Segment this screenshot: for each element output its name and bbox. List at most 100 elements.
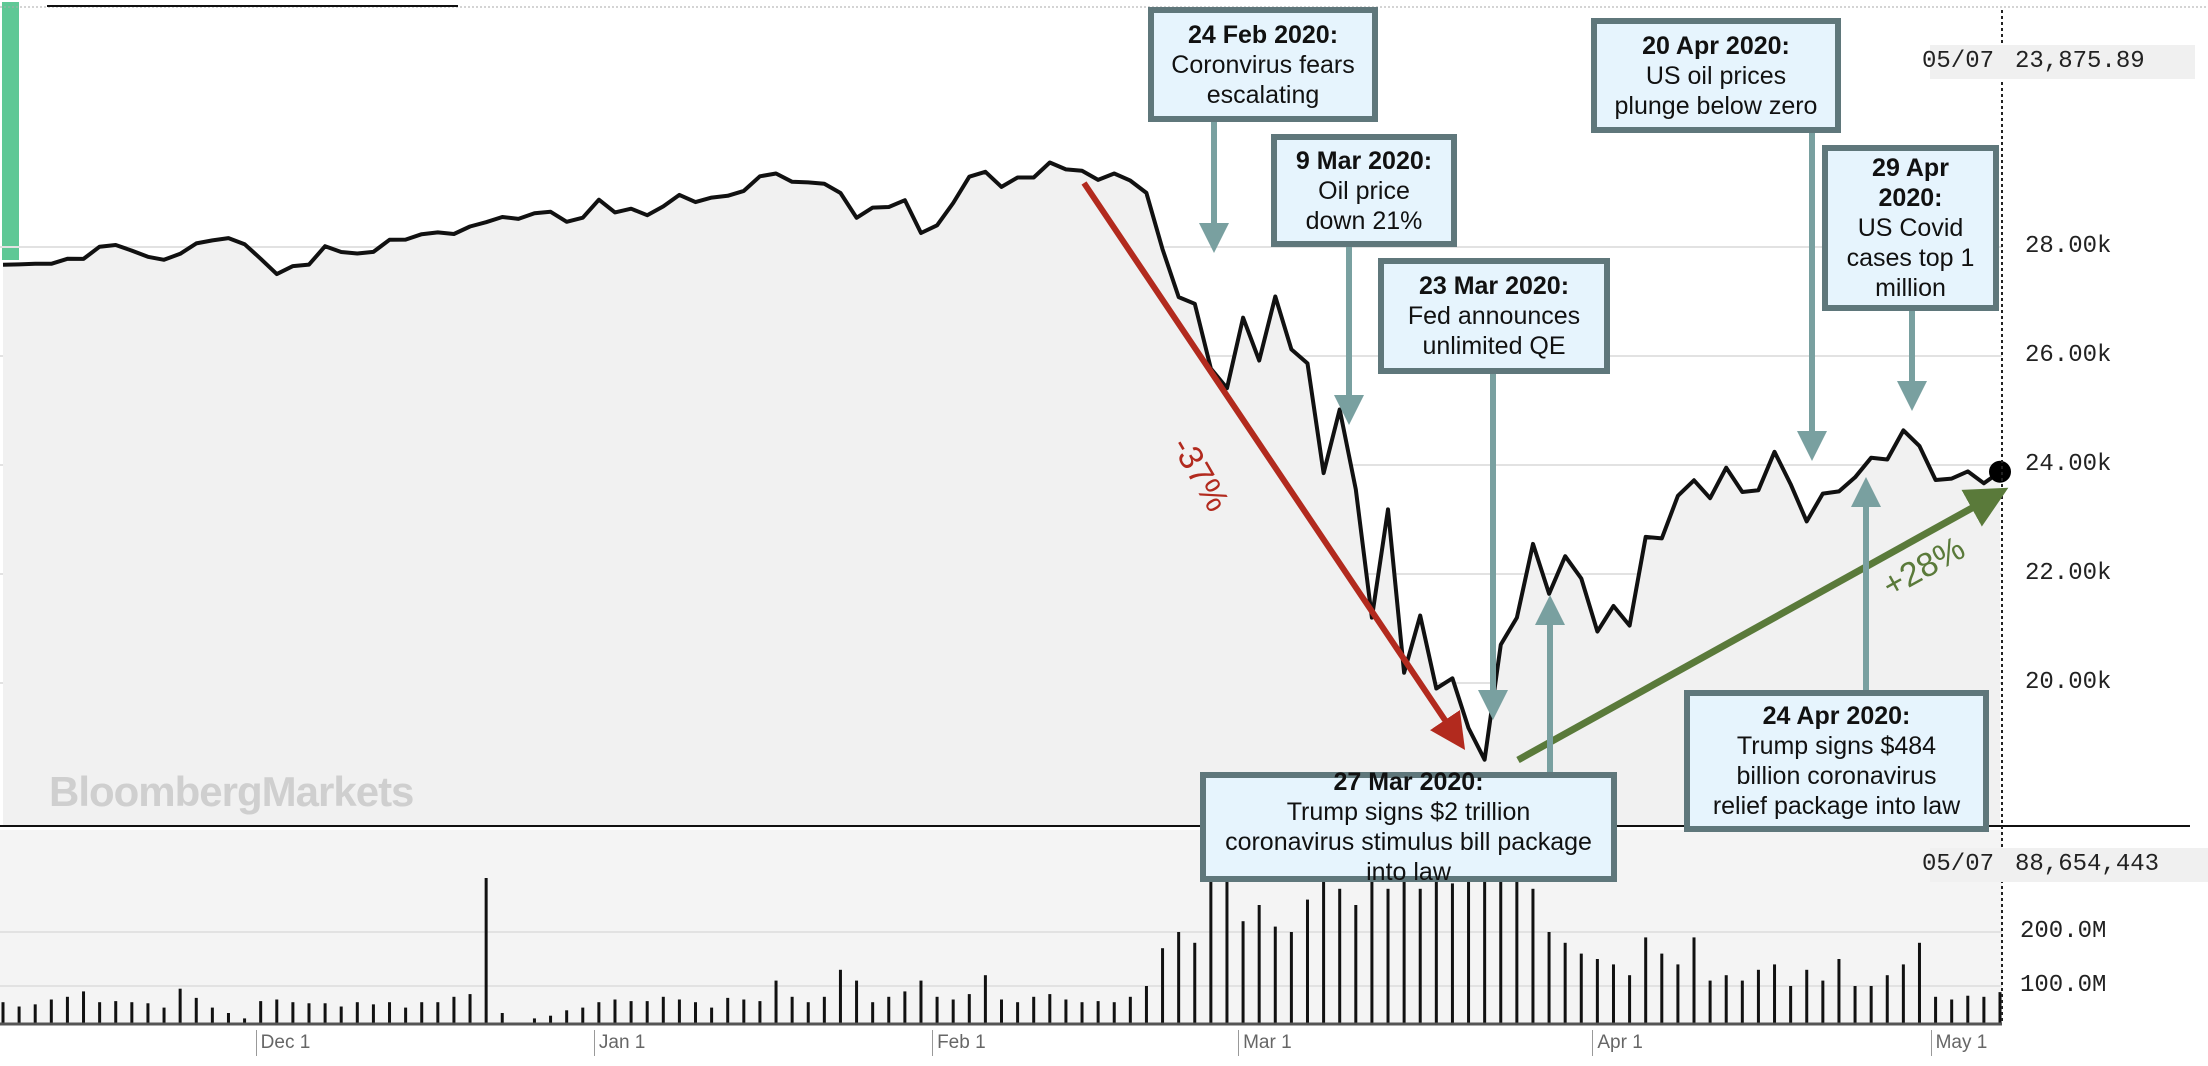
volume-bar — [983, 975, 987, 1024]
volume-bar — [1724, 975, 1728, 1024]
volume-bar — [114, 1001, 118, 1024]
volume-bar — [597, 1002, 601, 1024]
volume-bar — [549, 1015, 553, 1024]
volume-bar — [1531, 888, 1535, 1024]
volume-bar — [1966, 995, 1970, 1024]
volume-bar — [1467, 830, 1471, 1024]
volume-bar — [871, 1002, 875, 1024]
volume-bar — [1241, 921, 1245, 1024]
rise-arrow — [1516, 487, 2009, 764]
price-tick-label: 28.00k — [2025, 233, 2112, 260]
volume-bar — [1386, 888, 1390, 1024]
volume-bar — [1982, 996, 1986, 1024]
volume-bar — [1161, 948, 1165, 1024]
volume-bar — [855, 980, 859, 1024]
volume-bar — [1322, 867, 1326, 1024]
volume-bar — [1289, 932, 1293, 1024]
annotation-box: 27 Mar 2020: Trump signs $2 trillion coro… — [1200, 768, 1617, 886]
volume-bar — [1080, 1002, 1084, 1024]
volume-bar — [645, 1001, 649, 1024]
x-tick-label: Feb 1 — [932, 1030, 986, 1056]
volume-bar — [1789, 986, 1793, 1024]
volume-bar — [1370, 840, 1374, 1024]
volume-bar — [404, 1007, 408, 1024]
volume-bar — [1128, 996, 1132, 1024]
volume-bar — [1338, 888, 1342, 1024]
volume-bar — [1579, 953, 1583, 1024]
volume-bar — [1756, 969, 1760, 1024]
volume-bar — [1064, 999, 1068, 1024]
decline-arrow — [1081, 181, 1466, 750]
x-tick-label: Jan 1 — [593, 1030, 645, 1056]
volume-bar — [581, 1007, 585, 1024]
volume-tick-label: 100.0M — [2020, 972, 2107, 999]
volume-bar — [1563, 942, 1567, 1024]
volume-bar — [1434, 878, 1438, 1024]
volume-bar — [1547, 932, 1551, 1024]
volume-bar — [1660, 953, 1664, 1024]
watermark: BloombergMarkets — [49, 768, 414, 815]
volume-bar — [1998, 992, 2002, 1024]
x-tick-label: May 1 — [1930, 1030, 1987, 1056]
volume-bar — [1611, 964, 1615, 1024]
volume-bar — [1934, 996, 1938, 1024]
volume-bar — [65, 996, 69, 1024]
volume-bar — [1628, 975, 1632, 1024]
annotation-box: 20 Apr 2020: US oil prices plunge below z… — [1591, 18, 1841, 133]
annotation-box: 29 Apr 2020: US Covid cases top 1 million — [1822, 145, 1999, 311]
volume-bar — [1821, 980, 1825, 1024]
volume-bar — [1950, 999, 1954, 1024]
volume-bar — [1225, 861, 1229, 1024]
volume-bar — [565, 1010, 569, 1024]
volume-bar — [98, 1002, 102, 1024]
volume-bar — [1096, 1001, 1100, 1024]
annotation-box: 23 Mar 2020: Fed announces unlimited QE — [1378, 258, 1610, 374]
volume-bar — [1177, 932, 1181, 1024]
annotation-box: 24 Feb 2020: Coronvirus fears escalating — [1148, 7, 1378, 122]
volume-bar — [1016, 1002, 1020, 1024]
volume-bar — [1273, 926, 1277, 1024]
price-line — [2, 160, 2002, 762]
last-volume: 88,654,443 — [2015, 851, 2160, 878]
volume-bar — [388, 1002, 392, 1024]
volume-panel — [0, 830, 2002, 1024]
volume-bar — [532, 1018, 536, 1024]
volume-bar — [935, 996, 939, 1024]
volume-bar — [1112, 1002, 1116, 1024]
x-tick-label: Dec 1 — [255, 1030, 310, 1056]
volume-bar — [1708, 980, 1712, 1024]
volume-bar — [1144, 986, 1148, 1024]
annotation-box: 24 Apr 2020: Trump signs $484 billion cor… — [1684, 690, 1989, 832]
volume-bar — [178, 988, 182, 1024]
volume-bar — [436, 1002, 440, 1024]
volume-bar — [822, 996, 826, 1024]
volume-bar — [500, 1013, 504, 1024]
volume-bar — [468, 994, 472, 1024]
volume-bar — [1869, 986, 1873, 1024]
volume-bar — [887, 996, 891, 1024]
volume-bar — [130, 1002, 134, 1024]
volume-bar — [758, 1001, 762, 1024]
volume-bar — [1209, 861, 1213, 1024]
price-header — [1930, 45, 2195, 79]
volume-bar — [1644, 937, 1648, 1024]
volume-bar — [1402, 878, 1406, 1024]
volume-bar — [1692, 937, 1696, 1024]
volume-tick-label: 200.0M — [2020, 918, 2107, 945]
volume-bar — [1901, 964, 1905, 1024]
volume-bar — [420, 1002, 424, 1024]
volume-bar — [371, 1004, 375, 1024]
volume-bar — [210, 1007, 214, 1024]
volume-bar — [1499, 878, 1503, 1024]
x-tick-label: Mar 1 — [1238, 1030, 1292, 1056]
volume-bar — [243, 1018, 247, 1024]
volume-bar — [1837, 959, 1841, 1024]
volume-bar — [49, 999, 53, 1024]
volume-bar — [1305, 899, 1309, 1024]
volume-bar — [694, 1002, 698, 1024]
last-date: 05/07 — [1922, 48, 1995, 75]
volume-bar — [742, 999, 746, 1024]
volume-bar — [1000, 999, 1003, 1024]
volume-bar — [1917, 942, 1921, 1024]
